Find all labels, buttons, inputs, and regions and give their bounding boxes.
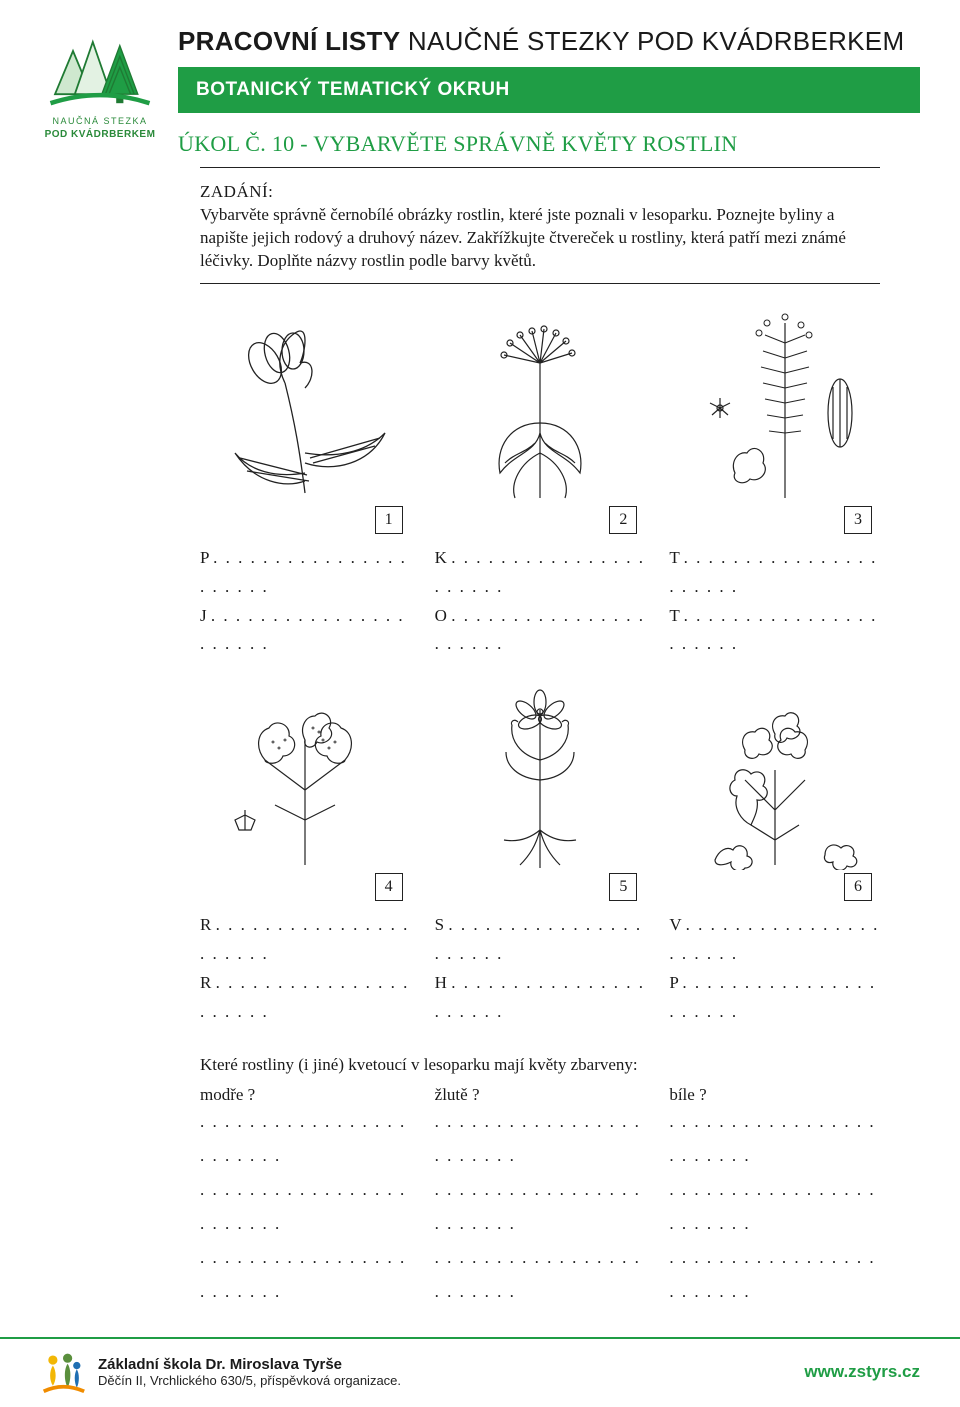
divider (200, 283, 880, 284)
answer-lines: T . . . . . . . . . . . . . . . . . . . … (669, 544, 880, 660)
task-title: ÚKOL Č. 10 - VYBARVĚTE SPRÁVNĚ KVĚTY ROS… (178, 131, 920, 157)
plant-illustration-icon (440, 303, 640, 503)
answer-dots[interactable]: . . . . . . . . . . . . . . . . . . . . … (669, 973, 876, 1021)
fill-line[interactable]: . . . . . . . . . . . . . . . . . . . . … (435, 1241, 646, 1309)
answer-initial: P (200, 548, 209, 567)
fill-line[interactable]: . . . . . . . . . . . . . . . . . . . . … (435, 1173, 646, 1241)
answer-initial: O (435, 606, 447, 625)
plant-4: 4 (200, 665, 411, 905)
answer-dots[interactable]: . . . . . . . . . . . . . . . . . . . . … (200, 973, 409, 1021)
answer-initial: R (200, 915, 211, 934)
plant-number-box[interactable]: 6 (844, 873, 872, 901)
fill-line[interactable]: . . . . . . . . . . . . . . . . . . . . … (669, 1241, 880, 1309)
plant-1: 1 (200, 298, 411, 538)
plant-6: 6 (669, 665, 880, 905)
footer-address: Děčín II, Vrchlického 630/5, příspěvková… (98, 1373, 401, 1388)
plant-illustration-icon (675, 303, 875, 503)
page-footer: Základní škola Dr. Miroslava Tyrše Děčín… (0, 1337, 960, 1407)
footer-school: Základní škola Dr. Miroslava Tyrše (98, 1356, 401, 1373)
fill-line[interactable]: . . . . . . . . . . . . . . . . . . . . … (200, 1105, 411, 1173)
answer-initial: H (435, 973, 447, 992)
plant-5: 5 (435, 665, 646, 905)
answer-initial: T (669, 606, 679, 625)
trail-logo-icon (45, 24, 155, 114)
answer-initial: R (200, 973, 211, 992)
answer-initial: S (435, 915, 444, 934)
answer-initial: P (669, 973, 678, 992)
fill-line[interactable]: . . . . . . . . . . . . . . . . . . . . … (669, 1105, 880, 1173)
plant-number-box[interactable]: 4 (375, 873, 403, 901)
answer-initial: J (200, 606, 207, 625)
footer-url[interactable]: www.zstyrs.cz (804, 1362, 920, 1382)
plant-number-box[interactable]: 5 (609, 873, 637, 901)
color-head-blue: modře ? (200, 1085, 411, 1105)
subject-bar: BOTANICKÝ TEMATICKÝ OKRUH (178, 67, 920, 113)
answer-dots[interactable]: . . . . . . . . . . . . . . . . . . . . … (435, 915, 642, 963)
answer-lines: V . . . . . . . . . . . . . . . . . . . … (669, 911, 880, 1027)
color-head-yellow: žlutě ? (435, 1085, 646, 1105)
answer-dots[interactable]: . . . . . . . . . . . . . . . . . . . . … (669, 915, 879, 963)
plant-illustration-icon (440, 670, 640, 870)
plant-number-box[interactable]: 3 (844, 506, 872, 534)
answer-lines: R . . . . . . . . . . . . . . . . . . . … (200, 911, 411, 1027)
answer-dots[interactable]: . . . . . . . . . . . . . . . . . . . . … (200, 915, 409, 963)
fill-line[interactable]: . . . . . . . . . . . . . . . . . . . . … (669, 1173, 880, 1241)
plant-number-box[interactable]: 1 (375, 506, 403, 534)
answer-initial: V (669, 915, 681, 934)
logo-line2: POD KVÁDRBERKEM (45, 128, 156, 141)
answer-dots[interactable]: . . . . . . . . . . . . . . . . . . . . … (200, 548, 407, 596)
answer-dots[interactable]: . . . . . . . . . . . . . . . . . . . . … (435, 606, 645, 654)
school-logo-icon (40, 1349, 86, 1395)
plant-number-box[interactable]: 2 (609, 506, 637, 534)
answer-lines: S . . . . . . . . . . . . . . . . . . . … (435, 911, 646, 1027)
answer-lines: P . . . . . . . . . . . . . . . . . . . … (200, 544, 411, 660)
answer-lines: K . . . . . . . . . . . . . . . . . . . … (435, 544, 646, 660)
fill-line[interactable]: . . . . . . . . . . . . . . . . . . . . … (435, 1105, 646, 1173)
answer-dots[interactable]: . . . . . . . . . . . . . . . . . . . . … (669, 606, 877, 654)
plant-2: 2 (435, 298, 646, 538)
plant-illustration-icon (205, 670, 405, 870)
plant-3: 3 (669, 298, 880, 538)
logo-line1: NAUČNÁ STEZKA (45, 116, 156, 128)
fill-line[interactable]: . . . . . . . . . . . . . . . . . . . . … (200, 1173, 411, 1241)
assignment-label: ZADÁNÍ: (200, 182, 880, 202)
title-bold: PRACOVNÍ LISTY (178, 26, 400, 56)
fill-line[interactable]: . . . . . . . . . . . . . . . . . . . . … (200, 1241, 411, 1309)
answer-dots[interactable]: . . . . . . . . . . . . . . . . . . . . … (435, 973, 645, 1021)
answer-dots[interactable]: . . . . . . . . . . . . . . . . . . . . … (200, 606, 405, 654)
answer-initial: T (669, 548, 679, 567)
page-title: PRACOVNÍ LISTY NAUČNÉ STEZKY POD KVÁDRBE… (178, 26, 920, 57)
answer-dots[interactable]: . . . . . . . . . . . . . . . . . . . . … (669, 548, 877, 596)
assignment-body: Vybarvěte správně černobílé obrázky rost… (200, 204, 880, 273)
title-rest: NAUČNÉ STEZKY POD KVÁDRBERKEM (400, 26, 904, 56)
color-head-white: bíle ? (669, 1085, 880, 1105)
plant-illustration-icon (675, 670, 875, 870)
plant-illustration-icon (205, 303, 405, 503)
trail-logo: NAUČNÁ STEZKA POD KVÁDRBERKEM (40, 24, 160, 141)
divider (200, 167, 880, 168)
color-question: Které rostliny (i jiné) kvetoucí v lesop… (200, 1055, 880, 1075)
answer-initial: K (435, 548, 447, 567)
answer-dots[interactable]: . . . . . . . . . . . . . . . . . . . . … (435, 548, 645, 596)
